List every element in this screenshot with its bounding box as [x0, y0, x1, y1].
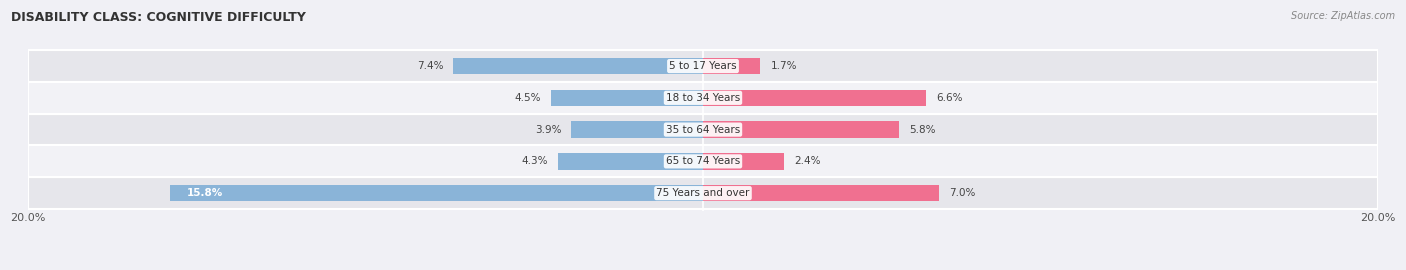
Bar [28, 114, 1378, 146]
Text: 2.4%: 2.4% [794, 156, 821, 166]
Text: 3.9%: 3.9% [534, 124, 561, 135]
Text: Source: ZipAtlas.com: Source: ZipAtlas.com [1291, 11, 1395, 21]
Text: DISABILITY CLASS: COGNITIVE DIFFICULTY: DISABILITY CLASS: COGNITIVE DIFFICULTY [11, 11, 307, 24]
Bar [28, 50, 1378, 82]
Bar [703, 90, 925, 106]
Bar [28, 146, 1378, 177]
Bar [551, 90, 703, 106]
Bar [170, 185, 703, 201]
Bar [28, 177, 1378, 209]
Text: 15.8%: 15.8% [187, 188, 224, 198]
Bar [28, 82, 1378, 114]
Text: 6.6%: 6.6% [936, 93, 962, 103]
Bar [558, 153, 703, 170]
Text: 1.7%: 1.7% [770, 61, 797, 71]
Text: 75 Years and over: 75 Years and over [657, 188, 749, 198]
Text: 7.4%: 7.4% [416, 61, 443, 71]
Bar [703, 58, 761, 74]
Bar [703, 153, 785, 170]
Text: 5.8%: 5.8% [908, 124, 935, 135]
Bar [571, 121, 703, 138]
Text: 7.0%: 7.0% [949, 188, 976, 198]
Text: 18 to 34 Years: 18 to 34 Years [666, 93, 740, 103]
Text: 65 to 74 Years: 65 to 74 Years [666, 156, 740, 166]
Bar [703, 185, 939, 201]
Bar [453, 58, 703, 74]
Bar [703, 121, 898, 138]
Text: 35 to 64 Years: 35 to 64 Years [666, 124, 740, 135]
Text: 4.5%: 4.5% [515, 93, 541, 103]
Text: 4.3%: 4.3% [522, 156, 548, 166]
Text: 5 to 17 Years: 5 to 17 Years [669, 61, 737, 71]
